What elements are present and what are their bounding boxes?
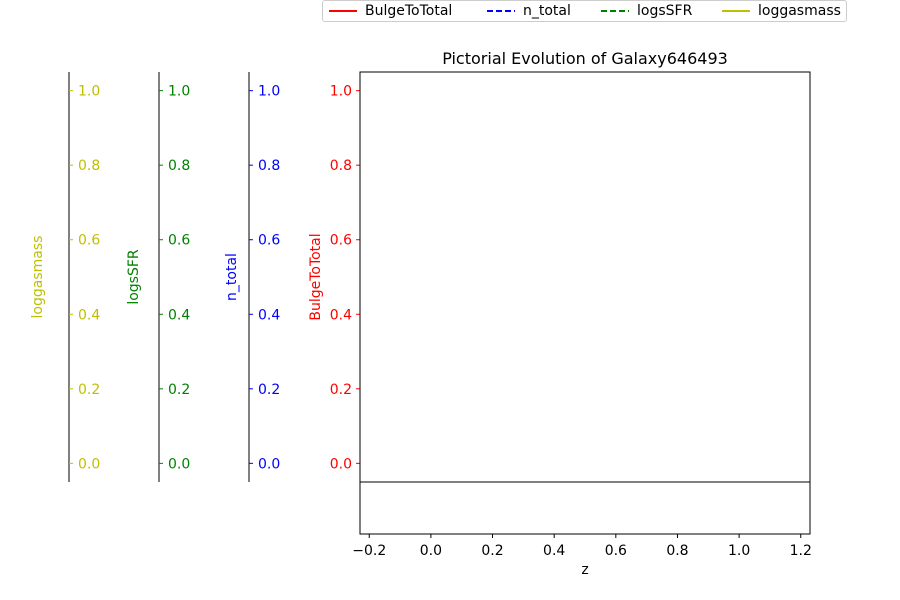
legend-line-bulgetototal [329, 10, 357, 12]
y-tick-label: 0.0 [168, 456, 190, 472]
x-tick-label: 0.4 [543, 543, 565, 559]
legend-line-loggasmass [722, 10, 750, 12]
legend-label: logsSFR [637, 3, 693, 19]
x-tick-label: 0.0 [420, 543, 442, 559]
y-tick-label: 1.0 [168, 84, 190, 100]
y-axis-label-loggasmass: loggasmass [30, 236, 46, 319]
y-axis-label-bulgetototal: BulgeToTotal [308, 233, 324, 320]
y-tick-label: 1.0 [330, 84, 352, 100]
x-tick-label: 1.0 [728, 543, 750, 559]
y-tick-label: 0.6 [168, 233, 190, 249]
y-tick-label: 0.4 [168, 307, 190, 323]
y-tick-label: 0.8 [168, 158, 190, 174]
legend-item-n-total: n_total [487, 2, 571, 20]
x-tick-label: −0.2 [352, 543, 386, 559]
legend: BulgeToTotal n_total logsSFR loggasmass [322, 0, 847, 22]
y-tick-label: 1.0 [78, 84, 100, 100]
x-tick-label: 1.2 [790, 543, 812, 559]
legend-line-logssfr [601, 10, 629, 12]
y-tick-label: 0.4 [258, 307, 280, 323]
y-tick-label: 0.2 [330, 382, 352, 398]
legend-label: loggasmass [758, 3, 841, 19]
y-tick-label: 0.8 [78, 158, 100, 174]
y-tick-label: 0.6 [330, 233, 352, 249]
y-tick-label: 0.2 [168, 382, 190, 398]
legend-item-bulgetototal: BulgeToTotal [329, 2, 452, 20]
y-axis-label-logssfr: logsSFR [126, 249, 142, 305]
x-tick-label: 0.6 [605, 543, 627, 559]
legend-item-loggasmass: loggasmass [722, 2, 841, 20]
y-tick-label: 0.8 [330, 158, 352, 174]
chart-title: Pictorial Evolution of Galaxy646493 [442, 49, 728, 68]
y-tick-label: 0.4 [78, 307, 100, 323]
y-tick-label: 1.0 [258, 84, 280, 100]
y-tick-label: 0.0 [78, 456, 100, 472]
legend-label: n_total [523, 3, 571, 19]
y-tick-label: 0.8 [258, 158, 280, 174]
y-tick-label: 0.2 [258, 382, 280, 398]
y-tick-label: 0.0 [258, 456, 280, 472]
legend-item-logssfr: logsSFR [601, 2, 692, 20]
legend-label: BulgeToTotal [365, 3, 453, 19]
x-tick-label: 0.8 [666, 543, 688, 559]
y-tick-label: 0.6 [78, 233, 100, 249]
plot-frame [359, 71, 811, 535]
legend-line-n-total [487, 10, 515, 12]
y-tick-label: 0.0 [330, 456, 352, 472]
y-tick-label: 0.4 [330, 307, 352, 323]
x-tick-label: 0.2 [481, 543, 503, 559]
y-tick-label: 0.6 [258, 233, 280, 249]
y-tick-label: 0.2 [78, 382, 100, 398]
y-axis-label-n-total: n_total [224, 253, 240, 301]
x-axis-label: z [581, 562, 588, 578]
